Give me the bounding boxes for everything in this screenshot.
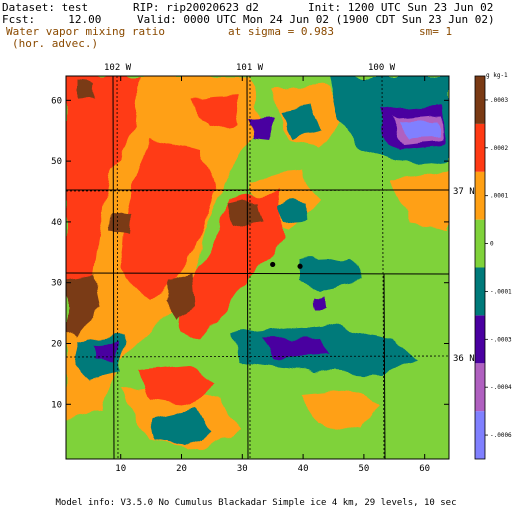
field-layer: [66, 76, 449, 459]
colorbar-segment: [475, 363, 485, 412]
lon-label-102w: 102 W: [104, 63, 132, 73]
sm-label: sm= 1: [419, 25, 453, 38]
field-min-region: [400, 120, 438, 138]
axes-layer: 10 20 30 40 50 60 10 20 30 40 50 60: [51, 76, 449, 474]
colorbar-label: .0003: [490, 97, 508, 104]
x-tick-label: 40: [298, 464, 309, 474]
colorbar-label: -.0001: [490, 288, 512, 295]
lat-label-36n: 36 N: [453, 354, 475, 364]
colorbar-segment: [475, 76, 485, 124]
colorbar-label: 0: [490, 241, 494, 248]
field-strong-positive-region: [180, 190, 285, 340]
colorbar-segment: [475, 219, 485, 268]
field-strong-positive-region: [190, 95, 240, 130]
y-tick-label: 50: [51, 157, 62, 167]
init-label: Init: 1200 UTC Sun 23 Jun 02: [308, 1, 494, 14]
colorbar-label: -.0004: [490, 384, 512, 391]
station-marker: [270, 261, 276, 268]
x-tick-label: 50: [358, 464, 369, 474]
field-negative-region: [280, 200, 310, 222]
lat-label-37n: 37 N: [453, 187, 475, 197]
field-max-region: [110, 210, 132, 235]
x-tick-label: 30: [237, 464, 248, 474]
colorbar-segment: [475, 411, 485, 459]
field-strong-negative-region: [312, 296, 326, 310]
colorbar-label: .0001: [490, 193, 508, 200]
field-sub-label: (hor. advec.): [12, 37, 99, 50]
x-tick-label: 10: [115, 464, 126, 474]
field-strong-negative-region: [250, 118, 272, 138]
field-positive-region: [390, 170, 449, 230]
field-max-region: [78, 80, 96, 100]
colorbar-segment: [475, 171, 485, 220]
model-info-footer: Model info: V3.5.0 No Cumulus Blackadar …: [55, 498, 457, 508]
x-tick-label: 20: [176, 464, 187, 474]
station-marker: [297, 263, 303, 269]
x-tick-label: 60: [419, 464, 430, 474]
y-tick-label: 40: [51, 218, 62, 228]
colorbar-segment: [475, 315, 485, 364]
field-negative-region: [280, 105, 320, 140]
level-label: at sigma = 0.983: [228, 25, 334, 38]
y-tick-label: 60: [51, 96, 62, 106]
field-negative-region: [150, 410, 215, 445]
plot-frame: [65, 75, 450, 460]
field-strong-positive-region: [140, 365, 215, 405]
lon-label-101w: 101 W: [236, 63, 264, 73]
y-tick-label: 10: [51, 400, 62, 410]
field-positive-region: [300, 390, 380, 430]
field-strong-negative-region: [95, 343, 118, 362]
field-max-region: [66, 275, 100, 335]
field-strong-positive-region: [120, 140, 215, 300]
colorbar-frame: [474, 75, 486, 460]
field-strong-negative-region: [262, 338, 330, 358]
colorbar-segment: [475, 123, 485, 172]
colorbar-segment: [475, 267, 485, 316]
fcst-label: Fcst: 12.00: [2, 13, 102, 26]
y-tick-label: 30: [51, 279, 62, 289]
field-max-region: [165, 275, 195, 320]
colorbar-unit: g kg-1: [486, 72, 508, 79]
colorbar-label: .0002: [490, 145, 508, 152]
colorbar-label: -.0003: [490, 336, 512, 343]
valid-label: Valid: 0000 UTC Mon 24 Jun 02 (1900 CDT …: [137, 13, 495, 26]
y-tick-label: 20: [51, 339, 62, 349]
colorbar-label: -.0006: [490, 432, 512, 439]
rip-label: RIP: rip20020623 d2: [133, 1, 259, 14]
field-name-label: Water vapor mixing ratio: [6, 25, 165, 38]
colorbar: -.0006 -.0004 -.0003 -.0001 0 .0001 .0002 .0003: [474, 75, 512, 460]
stations-layer: [270, 261, 303, 269]
lon-label-100w: 100 W: [368, 63, 396, 73]
field-max-region: [228, 200, 260, 228]
field-strong-positive-region: [66, 76, 140, 330]
boundary-lines: [66, 76, 449, 459]
dataset-label: Dataset: test: [2, 1, 89, 14]
